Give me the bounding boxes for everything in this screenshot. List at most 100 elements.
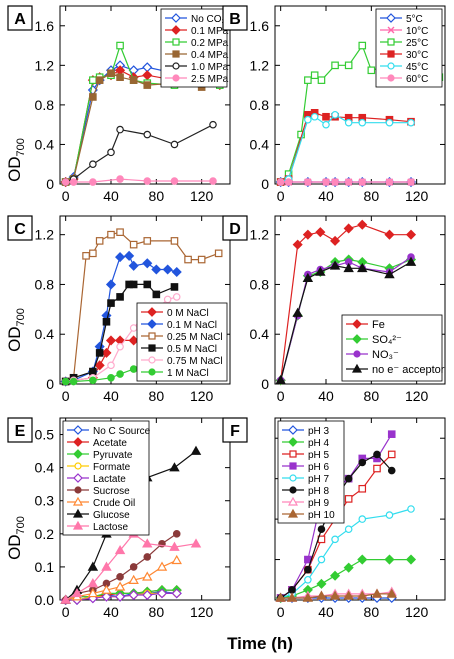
panel-label-e: E: [15, 423, 26, 440]
data-point: [358, 515, 367, 523]
data-point: [344, 474, 353, 483]
data-point: [142, 538, 153, 548]
data-point: [89, 249, 97, 258]
data-point: [407, 118, 415, 127]
legend-marker: [387, 38, 395, 46]
data-point: [190, 538, 202, 548]
data-point: [304, 565, 312, 574]
data-point: [343, 262, 354, 273]
data-point: [190, 445, 202, 455]
x-tick-label-c: 0: [62, 388, 70, 404]
data-point: [330, 570, 341, 581]
legend-entry: 5°C: [380, 13, 423, 25]
legend-entry: 30°C: [380, 50, 428, 61]
y-tick-label-d: 0: [261, 376, 269, 392]
data-point: [315, 227, 326, 238]
series-d-3: [275, 256, 417, 385]
legend-label: pH 9: [308, 498, 330, 509]
legend-entry: 0.5 M NaCl: [141, 344, 217, 355]
legend-entry: no e⁻ acceptor: [346, 363, 445, 376]
y-tick-label-e: 0.5: [35, 427, 55, 443]
x-tick-label-c: 40: [103, 388, 119, 404]
legend-marker: [172, 38, 180, 46]
data-point: [284, 178, 293, 186]
legend-marker: [387, 74, 395, 82]
x-tick-label-e: 120: [190, 604, 214, 620]
data-point: [387, 430, 396, 438]
legend-marker: [171, 13, 181, 23]
y-tick-label-c: 0.8: [35, 276, 55, 292]
legend-f: pH 3pH 4pH 5pH 6pH 7pH 8pH 9pH 10: [277, 420, 345, 524]
data-point: [302, 592, 314, 602]
data-point: [344, 495, 353, 503]
data-point: [407, 505, 415, 513]
series-e-8: [60, 528, 202, 604]
legend-marker: [147, 319, 157, 329]
y-tick-label-b: 0.8: [250, 97, 270, 113]
data-point: [310, 71, 319, 80]
legend-label: Lactose: [93, 522, 128, 533]
x-tick-label-b: 80: [364, 188, 380, 204]
legend-marker: [289, 486, 297, 494]
legend-label: pH 6: [308, 462, 330, 473]
data-point: [170, 177, 179, 185]
y-tick-label-b: 1.2: [250, 57, 270, 73]
data-point: [151, 264, 162, 275]
panel-label-box-f: [222, 417, 248, 443]
series-line: [280, 114, 411, 183]
data-point: [405, 256, 417, 266]
legend-entry: NO₃⁻: [346, 349, 399, 361]
legend-label: 45°C: [406, 62, 428, 73]
legend-marker: [289, 474, 297, 482]
y-axis-label-bottom: OD700: [5, 516, 27, 560]
data-point: [172, 530, 181, 538]
data-point: [371, 588, 383, 598]
legend-label: Lactate: [93, 474, 126, 485]
data-point: [357, 262, 368, 273]
x-tick-label-f: 0: [277, 604, 285, 620]
legend-entry: No C Source: [67, 425, 151, 437]
legend-label: pH 4: [308, 438, 330, 449]
legend-marker: [73, 473, 83, 483]
data-point: [387, 450, 396, 459]
data-point: [87, 561, 99, 571]
data-point: [322, 112, 330, 121]
legend-marker: [287, 496, 299, 506]
x-tick-label-a: 40: [103, 188, 119, 204]
legend-marker: [288, 425, 298, 435]
data-point: [95, 237, 104, 245]
x-tick-label-b: 40: [318, 188, 334, 204]
data-point: [386, 588, 397, 598]
data-point: [82, 252, 90, 260]
data-point: [384, 554, 395, 565]
panel-label-b: B: [229, 11, 241, 28]
data-point: [209, 120, 217, 129]
legend-label: Formate: [93, 462, 131, 473]
legend-label: 0.75 M NaCl: [167, 356, 223, 367]
legend-marker: [72, 508, 84, 518]
data-point: [304, 575, 312, 584]
legend-b: 5°C10°C25°C30°C45°C60°C: [375, 8, 443, 88]
y-tick-label-e: 0.3: [35, 493, 55, 509]
data-point: [101, 591, 112, 602]
data-point: [89, 178, 97, 186]
data-point: [115, 591, 126, 602]
panel-label-box-e: [7, 417, 33, 443]
data-point: [357, 554, 368, 565]
y-tick-label-d: 0.8: [250, 276, 270, 292]
legend-marker: [289, 462, 297, 470]
plot-frame-e: [59, 417, 231, 601]
series-b-4: [276, 110, 415, 186]
data-point: [142, 589, 153, 601]
data-point: [116, 293, 124, 301]
data-point: [331, 110, 339, 119]
data-point: [107, 361, 115, 370]
legend-entry: SO₄²⁻: [346, 334, 402, 346]
data-point: [101, 561, 112, 571]
data-point: [288, 586, 296, 594]
data-point: [107, 230, 115, 239]
x-tick-label-a: 120: [190, 188, 214, 204]
x-tick-label-d: 40: [318, 388, 334, 404]
data-point: [286, 592, 298, 602]
data-point: [61, 377, 70, 386]
